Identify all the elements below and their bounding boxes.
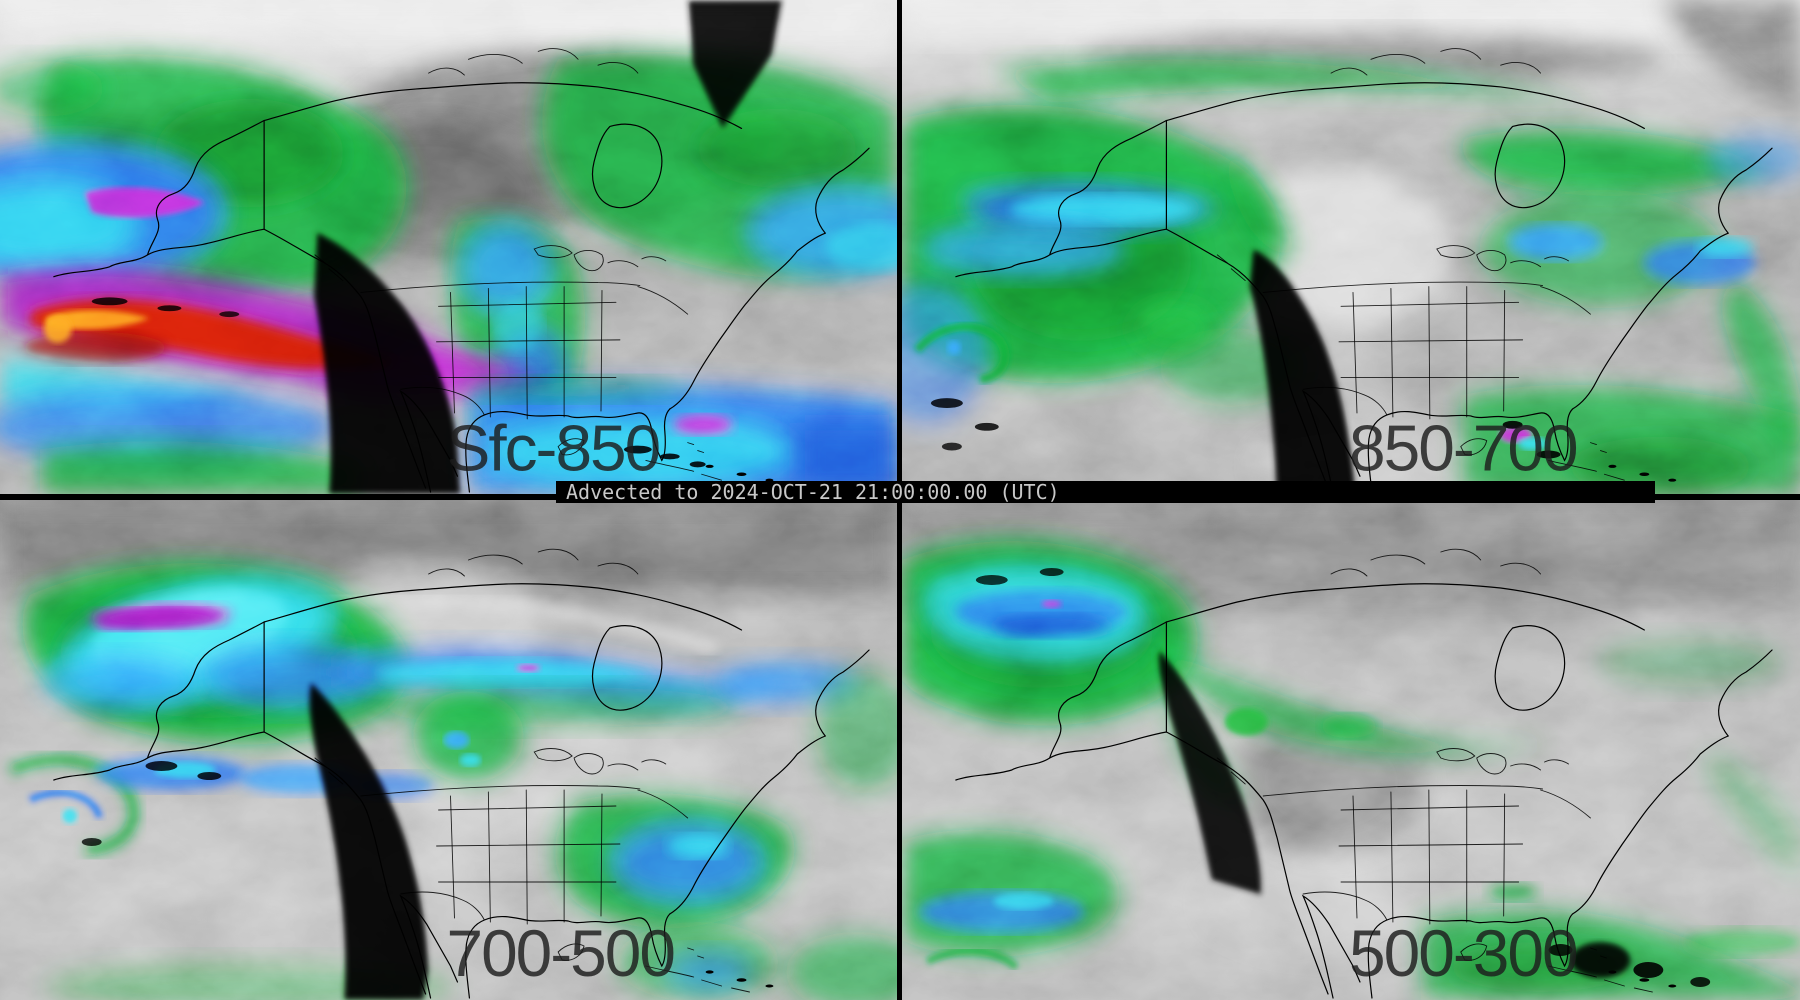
- advected-timestamp-text: Advected to 2024-OCT-21 21:00:00.00 (UTC…: [566, 480, 1060, 504]
- satellite-map-500-300: 500-300: [902, 500, 1800, 1000]
- panel-label-850-700: 850-700: [1349, 412, 1577, 485]
- satellite-map-700-500: 700-500: [0, 500, 897, 1000]
- satellite-map-850-700: 850-700: [902, 0, 1800, 494]
- panel-850-700: 850-700: [902, 0, 1800, 494]
- panel-label-700-500: 700-500: [447, 916, 675, 990]
- panel-700-500: 700-500: [0, 500, 897, 1000]
- panel-label-sfc-850: Sfc-850: [447, 412, 660, 485]
- panel-sfc-850: Sfc-850: [0, 0, 897, 494]
- panel-500-300: 500-300: [902, 500, 1800, 1000]
- satellite-map-sfc-850: Sfc-850: [0, 0, 897, 494]
- advected-timestamp-bar: Advected to 2024-OCT-21 21:00:00.00 (UTC…: [556, 480, 1655, 504]
- panel-label-500-300: 500-300: [1349, 916, 1577, 990]
